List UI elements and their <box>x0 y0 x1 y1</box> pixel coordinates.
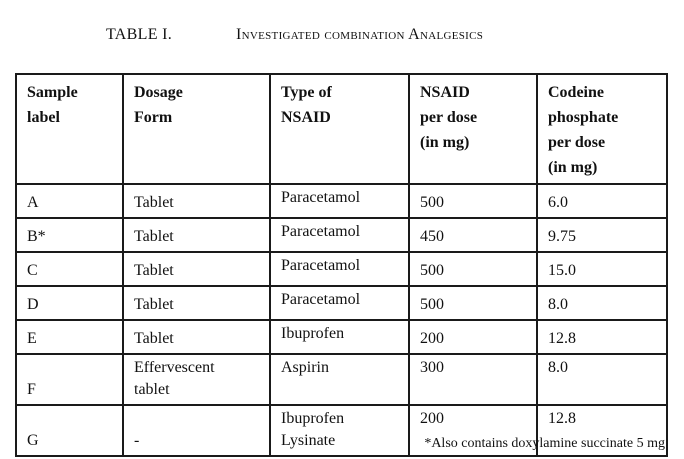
table-footnote: *Also contains doxylamine succinate 5 mg <box>424 436 665 451</box>
column-header-dosage-form: Dosage Form <box>122 73 271 185</box>
cell-dosage-form-d: Tablet <box>122 285 271 321</box>
cell-sample-label-e: E <box>15 319 124 355</box>
cell-dosage-form-b: Tablet <box>122 217 271 253</box>
cell-nsaid-type-d: Paracetamol <box>269 285 410 321</box>
column-header-nsaid-type: Type of NSAID <box>269 73 410 185</box>
cell-codeine-per-dose-c: 15.0 <box>536 251 668 287</box>
cell-nsaid-type-b: Paracetamol <box>269 217 410 253</box>
cell-nsaid-per-dose-c: 500 <box>408 251 538 287</box>
cell-sample-label-a: A <box>15 183 124 219</box>
cell-sample-label-c: C <box>15 251 124 287</box>
table-row-a: A Tablet Paracetamol 500 6.0 <box>15 183 668 219</box>
cell-nsaid-per-dose-f: 300 <box>408 353 538 406</box>
cell-dosage-form-e: Tablet <box>122 319 271 355</box>
table-header-row: Sample label Dosage Form Type of NSAID N… <box>15 73 668 185</box>
cell-nsaid-type-f: Aspirin <box>269 353 410 406</box>
table-row-e: E Tablet Ibuprofen 200 12.8 <box>15 319 668 355</box>
cell-codeine-per-dose-b: 9.75 <box>536 217 668 253</box>
table-number-label: TABLE I. <box>106 26 172 43</box>
analgesics-table: Sample label Dosage Form Type of NSAID N… <box>15 73 668 457</box>
cell-nsaid-type-a: Paracetamol <box>269 183 410 219</box>
column-header-sample-label: Sample label <box>15 73 124 185</box>
cell-nsaid-per-dose-g: 200 <box>408 404 538 457</box>
cell-sample-label-g: G <box>15 404 124 457</box>
cell-dosage-form-c: Tablet <box>122 251 271 287</box>
cell-nsaid-per-dose-e: 200 <box>408 319 538 355</box>
cell-nsaid-type-g: Ibuprofen Lysinate <box>269 404 410 457</box>
table-row-g: G - Ibuprofen Lysinate 200 12.8 <box>15 404 668 457</box>
table-row-b: B* Tablet Paracetamol 450 9.75 <box>15 217 668 253</box>
cell-nsaid-per-dose-b: 450 <box>408 217 538 253</box>
table-row-c: C Tablet Paracetamol 500 15.0 <box>15 251 668 287</box>
cell-nsaid-per-dose-a: 500 <box>408 183 538 219</box>
column-header-codeine-per-dose: Codeine phosphate per dose (in mg) <box>536 73 668 185</box>
cell-sample-label-f: F <box>15 353 124 406</box>
table-row-f: F Effervescent tablet Aspirin 300 8.0 <box>15 353 668 406</box>
cell-sample-label-b: B* <box>15 217 124 253</box>
column-header-nsaid-per-dose: NSAID per dose (in mg) <box>408 73 538 185</box>
cell-sample-label-d: D <box>15 285 124 321</box>
cell-codeine-per-dose-d: 8.0 <box>536 285 668 321</box>
cell-codeine-per-dose-a: 6.0 <box>536 183 668 219</box>
table-caption-text: Investigated combination Analgesics <box>236 26 484 43</box>
cell-dosage-form-f: Effervescent tablet <box>122 353 271 406</box>
cell-nsaid-type-e: Ibuprofen <box>269 319 410 355</box>
cell-codeine-per-dose-e: 12.8 <box>536 319 668 355</box>
cell-nsaid-type-c: Paracetamol <box>269 251 410 287</box>
cell-nsaid-per-dose-d: 500 <box>408 285 538 321</box>
cell-codeine-per-dose-f: 8.0 <box>536 353 668 406</box>
cell-dosage-form-a: Tablet <box>122 183 271 219</box>
table-caption: TABLE I. Investigated combination Analges… <box>106 26 483 44</box>
cell-dosage-form-g: - <box>122 404 271 457</box>
cell-codeine-per-dose-g: 12.8 <box>536 404 668 457</box>
table-row-d: D Tablet Paracetamol 500 8.0 <box>15 285 668 321</box>
